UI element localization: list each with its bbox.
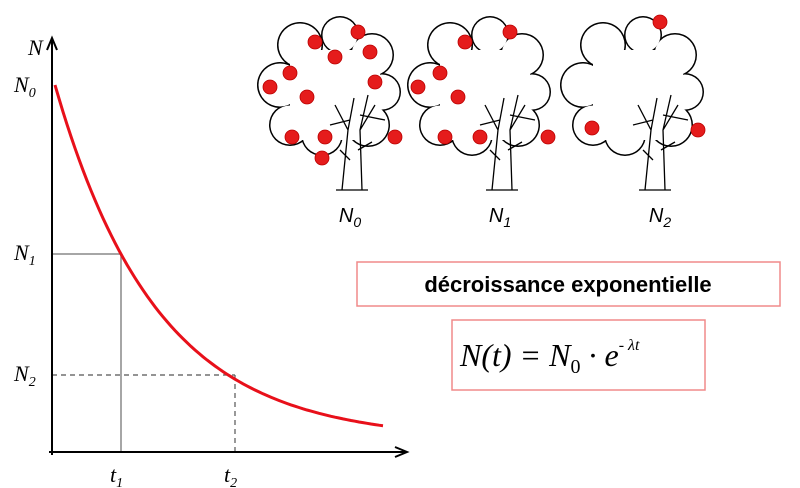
tree-n0 <box>256 15 403 191</box>
tree-label: N2 <box>649 205 671 230</box>
tree-label: N0 <box>339 205 361 230</box>
tree-n2 <box>559 14 706 191</box>
title-text: décroissance exponentielle <box>424 272 711 297</box>
y-level-label: N0 <box>13 72 36 101</box>
x-level-label: t2 <box>224 462 237 488</box>
y-axis-label: N <box>27 35 44 60</box>
y-axis <box>46 35 58 455</box>
tree-label: N1 <box>489 205 511 230</box>
y-level-label: N1 <box>13 240 36 269</box>
decay-curve <box>53 84 384 428</box>
x-axis <box>49 446 410 458</box>
tree-n1 <box>406 15 556 191</box>
y-level-label: N2 <box>13 361 36 390</box>
formula: N(t) = N0 · e- λt <box>459 337 640 378</box>
title-box <box>356 261 781 307</box>
x-level-label: t1 <box>110 462 123 488</box>
graph: N N0 N1 N2 t1 t2 <box>13 35 410 488</box>
formula-box <box>451 319 706 391</box>
